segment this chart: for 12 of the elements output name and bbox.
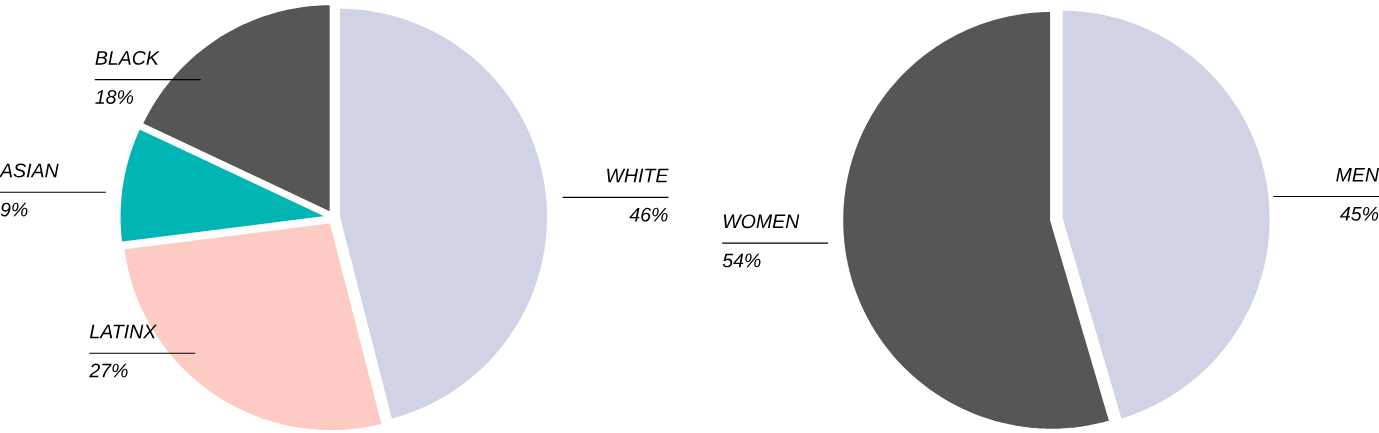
data-label: 45%: [1340, 206, 1379, 221]
data-label: 46%: [629, 207, 668, 222]
slice-label: LATINX: [89, 324, 157, 339]
slice-label: MEN: [1336, 168, 1379, 182]
data-label: 27%: [89, 363, 128, 378]
data-label: 54%: [722, 253, 761, 268]
slice-label: BLACK: [95, 50, 160, 65]
slice-label: WHITE: [607, 168, 669, 183]
slice-label: ASIAN: [0, 163, 59, 178]
data-label: 9%: [0, 202, 28, 217]
data-label: 18%: [95, 90, 134, 104]
slice-label: WOMEN: [723, 214, 800, 229]
